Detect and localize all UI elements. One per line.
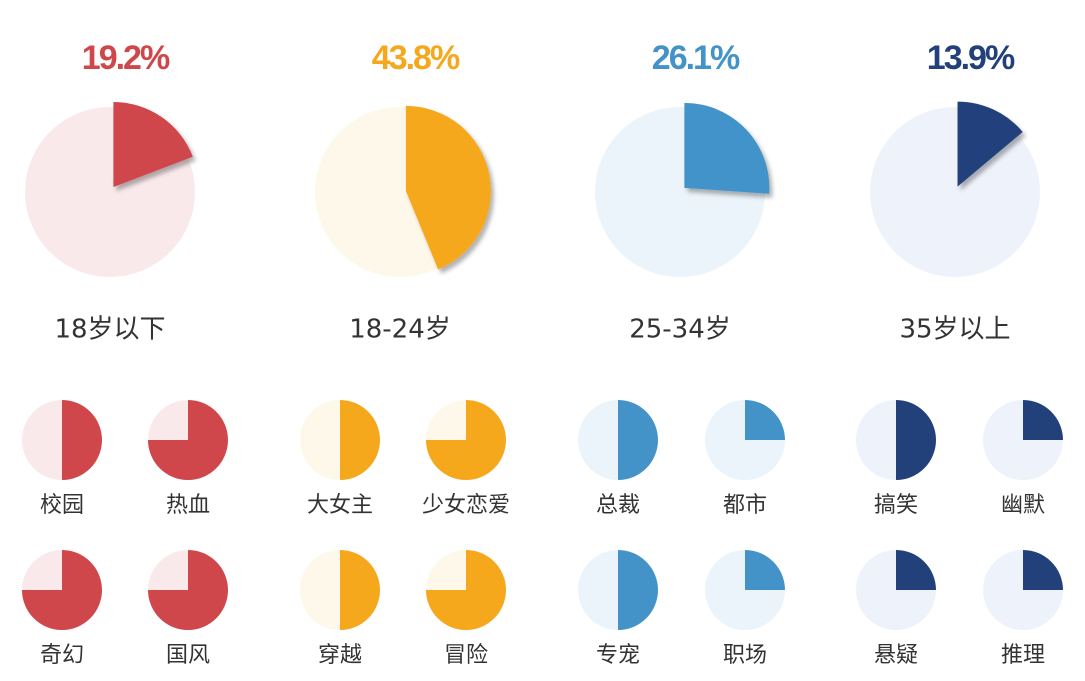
category-label: 搞笑 — [874, 493, 918, 518]
pie-slice — [148, 550, 228, 630]
category-label: 专宠 — [596, 643, 640, 668]
pie-slice — [340, 400, 380, 480]
pie-slice — [426, 550, 506, 630]
pie-slice — [684, 102, 770, 194]
category-label: 冒险 — [444, 643, 488, 668]
category-label: 推理 — [1001, 643, 1045, 668]
pie-slice — [896, 550, 936, 590]
category-label: 悬疑 — [874, 643, 918, 668]
category-label: 幽默 — [1001, 493, 1045, 518]
category-label: 国风 — [166, 643, 210, 668]
pie-slice — [745, 550, 785, 590]
category-label: 职场 — [723, 643, 767, 668]
pie-slice — [957, 101, 1023, 187]
pie-slice — [340, 550, 380, 630]
pie-slice — [618, 550, 658, 630]
percent-label: 43.8% — [372, 39, 460, 77]
category-label: 25-34岁 — [629, 315, 731, 345]
category-label: 穿越 — [318, 643, 362, 668]
pie-slice — [1023, 550, 1063, 590]
pie-slice — [113, 102, 193, 188]
category-label: 大女主 — [307, 493, 373, 518]
category-label: 少女恋爱 — [422, 493, 510, 518]
pie-slice — [745, 400, 785, 440]
category-label: 校园 — [40, 493, 84, 518]
category-label: 35岁以上 — [899, 315, 1010, 345]
category-label: 奇幻 — [40, 643, 84, 668]
percent-label: 19.2% — [82, 39, 170, 77]
pie-slice — [618, 400, 658, 480]
pie-slice — [22, 550, 102, 630]
category-label: 都市 — [723, 493, 767, 518]
pie-slice — [1023, 400, 1063, 440]
pie-slice — [405, 105, 491, 270]
category-label: 总裁 — [596, 493, 640, 518]
percent-label: 26.1% — [652, 39, 740, 77]
category-label: 18-24岁 — [349, 315, 451, 345]
pie-slice — [62, 400, 102, 480]
pie-slice — [148, 400, 228, 480]
percent-label: 13.9% — [927, 39, 1015, 77]
pie-slice — [896, 400, 936, 480]
pie-slice — [426, 400, 506, 480]
category-label: 18岁以下 — [54, 315, 165, 345]
category-label: 热血 — [166, 493, 210, 518]
